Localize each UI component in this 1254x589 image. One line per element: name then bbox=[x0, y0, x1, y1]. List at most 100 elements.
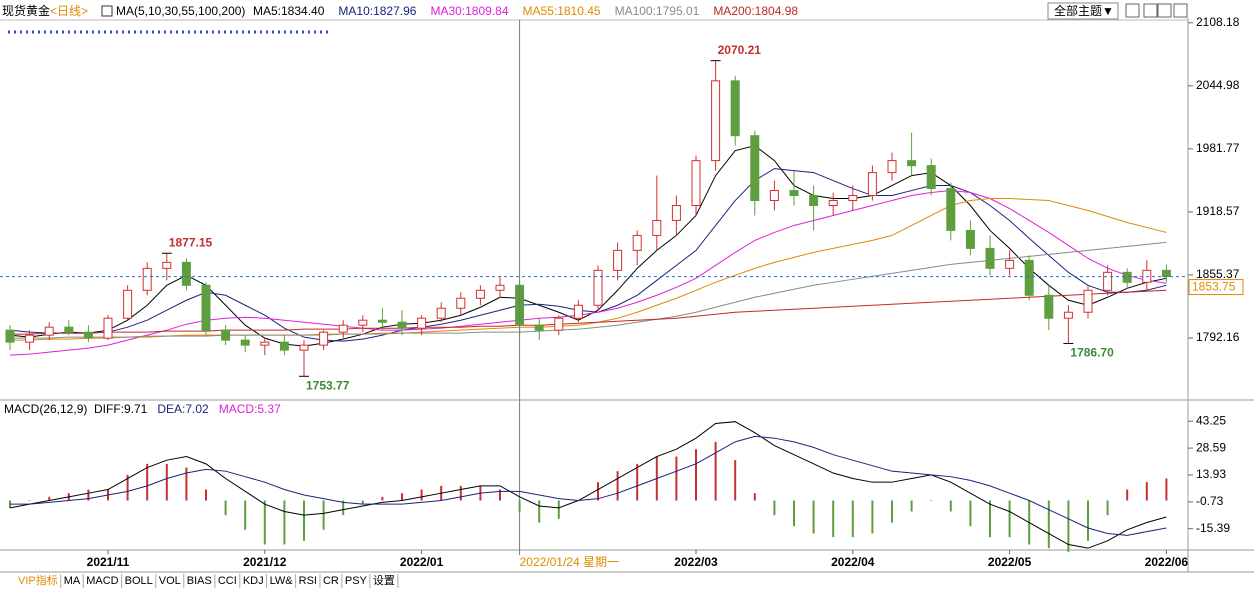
period[interactable]: <日线> bbox=[50, 4, 88, 18]
tool-icon[interactable] bbox=[1143, 3, 1158, 18]
y-tick-label: 28.59 bbox=[1196, 440, 1226, 454]
macd-bar bbox=[205, 489, 207, 501]
candle-body bbox=[1063, 311, 1073, 319]
macd-bar bbox=[675, 456, 678, 501]
macd-bar bbox=[616, 471, 619, 501]
x-tick-label: 2021/11 bbox=[87, 555, 130, 569]
ma-line bbox=[10, 241, 1167, 339]
tab[interactable]: MACD bbox=[86, 575, 118, 587]
legend-entry: MA10:1827.96 bbox=[338, 4, 416, 18]
candle-body bbox=[456, 297, 466, 309]
macd-legend: MACD:5.37 bbox=[219, 402, 281, 416]
macd-bar bbox=[283, 500, 286, 545]
tab[interactable]: BIAS bbox=[187, 575, 212, 587]
macd-bar bbox=[1087, 500, 1089, 541]
macd-bar bbox=[185, 467, 188, 501]
macd-bar bbox=[753, 493, 756, 501]
macd-bar bbox=[773, 500, 776, 516]
tool-icon[interactable] bbox=[1125, 3, 1140, 18]
candle-body bbox=[260, 341, 270, 346]
candle-body bbox=[279, 341, 289, 351]
macd-legend: DEA:7.02 bbox=[157, 402, 209, 416]
candle-body bbox=[142, 267, 152, 291]
candle-body bbox=[809, 195, 819, 207]
macd-bar bbox=[793, 500, 795, 527]
macd-bar bbox=[361, 500, 364, 505]
candle-body bbox=[691, 160, 701, 207]
macd-bar bbox=[949, 500, 952, 512]
candle-body bbox=[907, 160, 917, 167]
macd-bar bbox=[1165, 478, 1168, 501]
x-tick-label: 2021/12 bbox=[243, 555, 287, 569]
macd-bar bbox=[1106, 500, 1109, 516]
candle-body bbox=[221, 329, 231, 341]
tab[interactable]: PSY bbox=[345, 575, 368, 587]
macd-bar bbox=[1145, 482, 1148, 501]
tab[interactable]: BOLL bbox=[125, 575, 153, 587]
macd-bar bbox=[381, 496, 384, 501]
legend-entry: MA5:1834.40 bbox=[253, 4, 325, 18]
candle-body bbox=[711, 80, 721, 162]
y-tick-label: -15.39 bbox=[1196, 521, 1230, 535]
macd-bar bbox=[969, 500, 972, 527]
macd-bar bbox=[342, 500, 345, 516]
candle-body bbox=[887, 160, 897, 174]
candle-body bbox=[25, 334, 35, 343]
macd-bar bbox=[1126, 489, 1129, 501]
tab[interactable]: CCI bbox=[218, 575, 237, 587]
candle-body bbox=[828, 200, 838, 207]
tab[interactable]: KDJ bbox=[243, 575, 264, 587]
tool-icon[interactable] bbox=[1157, 3, 1172, 18]
ma-line bbox=[10, 198, 1167, 341]
y-tick-label: 1855.37 bbox=[1196, 267, 1240, 281]
x-tick-label: 2022/03 bbox=[674, 555, 718, 569]
candle-body bbox=[848, 195, 858, 202]
y-tick-label: 2108.18 bbox=[1196, 15, 1240, 29]
candle-body bbox=[240, 339, 250, 346]
crosshair-label-box bbox=[517, 555, 630, 571]
macd-bar bbox=[1008, 500, 1011, 538]
tab[interactable]: 设置 bbox=[373, 574, 395, 587]
candle-body bbox=[671, 205, 681, 221]
macd-bar bbox=[851, 500, 854, 538]
candle-body bbox=[613, 249, 623, 271]
tab[interactable]: MA bbox=[64, 575, 81, 587]
y-tick-label: 13.93 bbox=[1196, 467, 1226, 481]
theme-button[interactable]: 全部主题▼ bbox=[1054, 3, 1114, 18]
macd-bar bbox=[322, 500, 325, 530]
candle-body bbox=[181, 261, 191, 286]
x-tick-label: 2022/01 bbox=[400, 555, 444, 569]
candle-body bbox=[965, 229, 975, 249]
icon bbox=[101, 5, 113, 17]
candle-body bbox=[417, 317, 427, 329]
candle-body bbox=[83, 331, 93, 339]
extreme-label: 2070.21 bbox=[718, 43, 762, 57]
macd-line bbox=[10, 435, 1167, 536]
legend-entry: MA55:1810.45 bbox=[523, 4, 601, 18]
candle-body bbox=[750, 135, 760, 202]
legend-entry: MA30:1809.84 bbox=[430, 4, 508, 18]
macd-bar bbox=[538, 500, 541, 523]
tab[interactable]: CR bbox=[323, 575, 339, 587]
macd-bar bbox=[557, 500, 560, 519]
tab[interactable]: LW& bbox=[270, 575, 294, 587]
tab[interactable]: VOL bbox=[159, 575, 181, 587]
macd-bar bbox=[832, 500, 835, 538]
candle-body bbox=[338, 324, 348, 333]
candle-body bbox=[652, 219, 662, 236]
candle-body bbox=[44, 326, 54, 336]
tab[interactable]: VIP指标 bbox=[18, 573, 58, 587]
macd-title: MACD(26,12,9) bbox=[4, 402, 87, 416]
tab[interactable]: RSI bbox=[299, 575, 317, 587]
tool-icon[interactable] bbox=[1173, 3, 1188, 18]
macd-bar bbox=[1067, 500, 1070, 552]
macd-bar bbox=[244, 500, 247, 530]
last-price-box bbox=[1188, 279, 1244, 296]
candle-body bbox=[985, 247, 995, 269]
macd-bar bbox=[891, 500, 893, 523]
theme-button-box[interactable] bbox=[1047, 2, 1119, 20]
candle-body bbox=[5, 329, 15, 343]
macd-bar bbox=[518, 500, 521, 512]
